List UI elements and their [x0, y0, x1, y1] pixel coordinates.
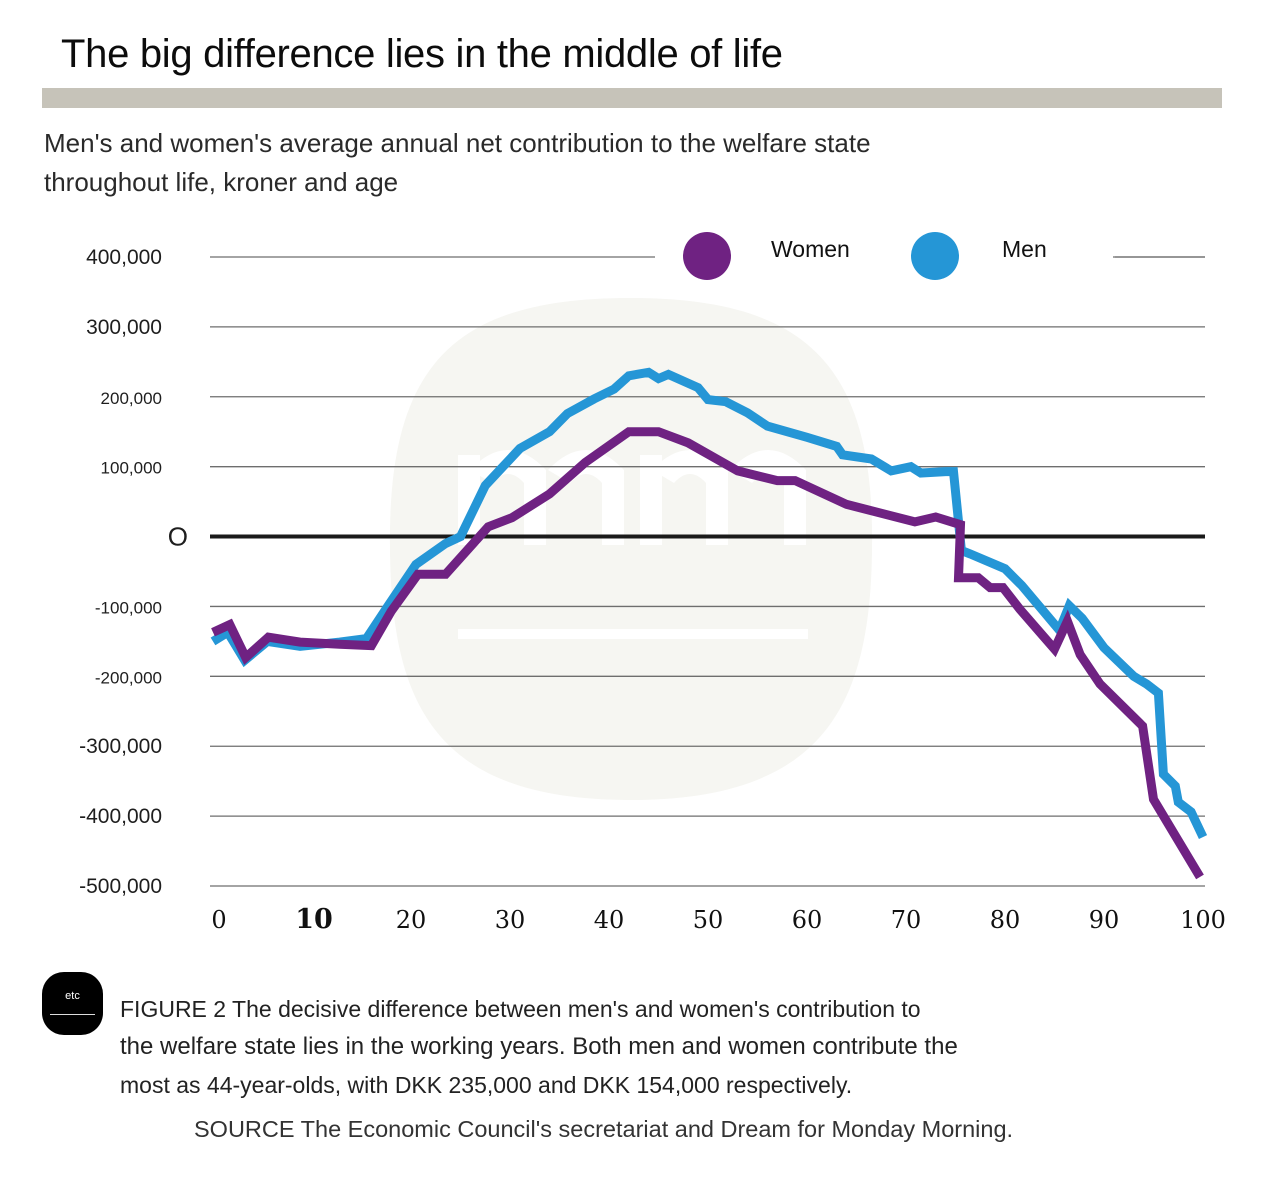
watermark-background — [389, 298, 873, 800]
x-tick-label: 90 — [1089, 906, 1120, 934]
legend: Women Men — [655, 228, 1205, 280]
y-tick-label: O — [168, 522, 188, 552]
logo-underline — [50, 1014, 95, 1015]
legend-women-label: Women — [771, 236, 850, 262]
legend-men-marker — [911, 232, 959, 280]
x-tick-label: 10 — [295, 904, 333, 935]
y-axis-ticks: 400,000 300,000 200,000 100,000 O -100,000 -20… — [79, 246, 188, 898]
logo-text: etc — [65, 990, 80, 1002]
title-divider-bar — [42, 88, 1222, 108]
x-tick-label: 20 — [396, 906, 427, 934]
y-tick-label: -100,000 — [95, 598, 162, 617]
caption-line-1: FIGURE 2 The decisive difference between… — [120, 996, 921, 1022]
source-note: SOURCE The Economic Council's secretaria… — [194, 1116, 1014, 1142]
y-tick-label: 200,000 — [101, 389, 162, 408]
etc-logo: etc — [42, 972, 103, 1035]
y-tick-label: 300,000 — [86, 316, 162, 339]
caption-line-3: most as 44-year-olds, with DKK 235,000 a… — [120, 1072, 853, 1098]
x-tick-label: 100 — [1180, 906, 1226, 934]
y-tick-label: -500,000 — [79, 875, 162, 898]
caption-line-2: the welfare state lies in the working ye… — [120, 1033, 958, 1060]
y-tick-label: -400,000 — [79, 805, 162, 828]
y-tick-label: 400,000 — [86, 246, 162, 269]
x-tick-label: 80 — [990, 906, 1021, 934]
legend-women-marker — [683, 232, 731, 280]
legend-background — [655, 228, 1115, 278]
chart-title: The big difference lies in the middle of… — [61, 32, 783, 76]
x-tick-label: 60 — [792, 906, 823, 934]
legend-men-label: Men — [1002, 236, 1047, 262]
x-tick-label: 70 — [891, 906, 922, 934]
series-line-men — [210, 367, 1208, 840]
y-tick-label: -200,000 — [95, 668, 162, 687]
subtitle-line-2: throughout life, kroner and age — [44, 167, 399, 197]
y-tick-label: -300,000 — [79, 735, 162, 758]
x-tick-label: 50 — [693, 906, 724, 934]
chart-subtitle: Men's and women's average annual net con… — [44, 124, 1044, 202]
line-chart: 400,000 300,000 200,000 100,000 O -100,000 -20… — [79, 228, 1226, 935]
series-lines — [210, 367, 1208, 880]
x-tick-label: 0 — [211, 906, 226, 934]
figure-caption: FIGURE 2 The decisive difference between… — [120, 990, 1180, 1104]
x-tick-label: 30 — [495, 906, 526, 934]
subtitle-line-1: Men's and women's average annual net con… — [44, 128, 871, 158]
y-tick-label: 100,000 — [101, 459, 162, 478]
series-line-women — [211, 427, 1204, 880]
x-tick-label: 40 — [594, 906, 625, 934]
gridlines — [210, 256, 1205, 887]
x-axis-ticks: 0 10 20 30 40 50 60 70 80 90 100 — [211, 904, 1226, 935]
